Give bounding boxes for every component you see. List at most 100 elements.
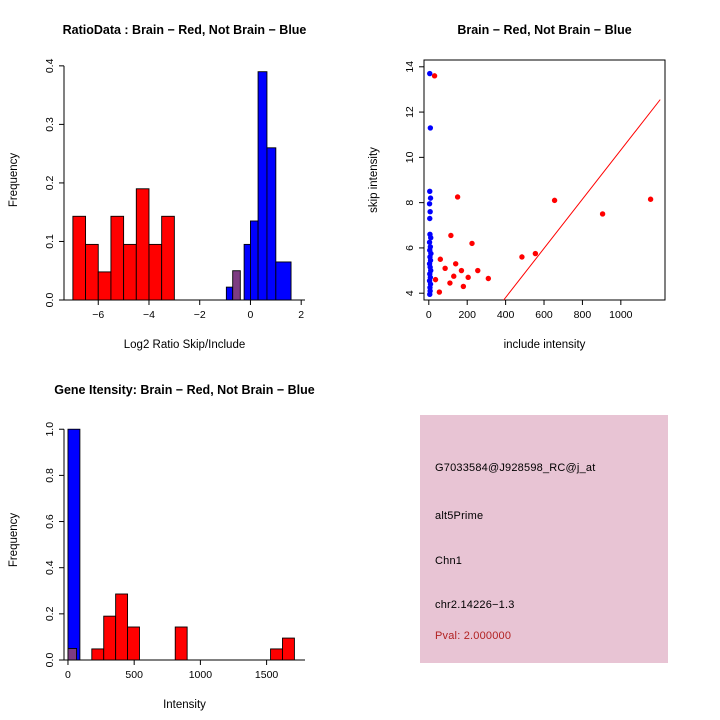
info-box: G7033584@J928598_RC@j_at alt5Prime Chn1 … [420, 415, 668, 663]
y-tick-label: 0.3 [44, 117, 56, 132]
x-tick-label: 0 [65, 669, 71, 681]
plot-border [423, 59, 666, 301]
scatter-point-red [465, 274, 471, 281]
histogram-bar-red [135, 188, 150, 301]
histogram-bar-red [103, 615, 117, 661]
x-tick-label: 1500 [255, 669, 279, 681]
scatter-point-red [551, 197, 558, 204]
x-tick-label: 1000 [189, 669, 213, 681]
histogram-bar-red [174, 626, 188, 661]
y-tick-label: 0.2 [44, 175, 56, 190]
scatter-point-red [452, 261, 459, 267]
histogram-bar-red [161, 215, 175, 301]
scatter-point-blue [427, 291, 433, 298]
x-tick-label: 500 [125, 669, 143, 681]
x-tick-label: 1000 [609, 309, 633, 321]
regression-line [503, 99, 661, 301]
scatter-point-blue [427, 215, 433, 222]
probe-id-text: G7033584@J928598_RC@j_at [435, 462, 596, 474]
x-tick-label: −6 [92, 309, 104, 321]
histogram-bar-red [115, 593, 129, 661]
panel-ratio-histogram: RatioData : Brain − Red, Not Brain − Blu… [0, 0, 360, 360]
scatter-point-red [432, 276, 439, 283]
histogram-bar-red [282, 637, 295, 661]
scatter-point-red [460, 283, 467, 290]
x-tick-label: 0 [426, 309, 432, 321]
y-tick-label: 0.4 [44, 560, 56, 575]
x-axis-label: Log2 Ratio Skip/Include [124, 339, 245, 351]
histogram-bar-blue [275, 261, 292, 301]
chart-title: Gene Itensity: Brain − Red, Not Brain − … [54, 383, 315, 397]
pval-text: Pval: 2.000000 [435, 630, 512, 642]
y-tick-label: 12 [404, 106, 416, 118]
histogram-bar-purple [67, 648, 78, 661]
histogram-bar-blue [243, 243, 251, 301]
y-axis-label: Frequency [8, 513, 20, 568]
scatter-point-red [447, 280, 453, 286]
x-tick-label: 2 [298, 309, 304, 321]
x-tick-label: 800 [574, 309, 592, 321]
scatter-point-red [437, 256, 444, 262]
scatter-point-red [599, 211, 606, 217]
x-axis-label: include intensity [504, 339, 586, 351]
scatter-point-blue [427, 208, 433, 215]
scatter-point-red [519, 254, 525, 260]
histogram-bar-purple [232, 270, 241, 301]
panel-info: G7033584@J928598_RC@j_at alt5Prime Chn1 … [360, 360, 720, 720]
y-tick-label: 4 [404, 290, 416, 296]
location-text: chr2.14226−1.3 [435, 599, 515, 611]
histogram-bar-red [148, 243, 163, 301]
histogram-bar-red [127, 626, 140, 661]
y-tick-label: 10 [404, 151, 416, 163]
y-axis-label: Frequency [8, 153, 20, 208]
y-tick-label: 1.0 [44, 422, 56, 437]
gene-name-text: Chn1 [435, 555, 463, 567]
histogram-bar-blue [266, 147, 277, 301]
gene-intensity-histogram-chart: Gene Itensity: Brain − Red, Not Brain − … [8, 383, 315, 711]
y-tick-label: 14 [404, 61, 416, 73]
scatter-point-red [485, 275, 492, 282]
scatter-point-red [431, 73, 438, 79]
panel-intensity-scatter: Brain − Red, Not Brain − Blue 0 200 400 600 8… [360, 0, 720, 360]
scatter-point-red [458, 267, 465, 274]
histogram-bar-red [110, 215, 125, 301]
scatter-point-red [436, 289, 443, 295]
histogram-bar-blue [225, 286, 234, 301]
x-tick-label: 600 [535, 309, 553, 321]
y-tick-label: 0.1 [44, 234, 56, 249]
histogram-bar-red [270, 648, 283, 661]
x-tick-label: 400 [497, 309, 515, 321]
chart-title: RatioData : Brain − Red, Not Brain − Blu… [63, 23, 307, 37]
scatter-point-blue [427, 125, 434, 131]
x-tick-label: 200 [458, 309, 476, 321]
panel-gene-intensity-histogram: Gene Itensity: Brain − Red, Not Brain − … [0, 360, 360, 720]
y-tick-label: 0.0 [44, 293, 56, 308]
x-tick-label: −2 [194, 309, 206, 321]
scatter-point-red [454, 194, 461, 200]
scatter-point-blue [427, 188, 433, 195]
scatter-point-red [448, 232, 454, 239]
y-tick-label: 0.2 [44, 606, 56, 621]
histogram-bar-red [85, 243, 99, 301]
histogram-bar-red [91, 648, 105, 661]
scatter-point-blue [426, 239, 433, 245]
y-tick-label: 0.6 [44, 514, 56, 529]
ratio-histogram-chart: RatioData : Brain − Red, Not Brain − Blu… [8, 23, 307, 351]
scatter-point-blue [427, 70, 433, 77]
y-tick-label: 8 [404, 200, 416, 206]
y-tick-label: 6 [404, 245, 416, 251]
scatter-point-red [475, 267, 481, 274]
histogram-bar-red [123, 243, 137, 301]
intensity-scatter-chart: Brain − Red, Not Brain − Blue 0 200 400 600 8… [368, 23, 666, 351]
histogram-bar-blue [250, 220, 259, 301]
scatter-point-red [532, 250, 539, 257]
scatter-point-red [469, 240, 475, 247]
chart-title: Brain − Red, Not Brain − Blue [457, 23, 631, 37]
scatter-point-red [442, 265, 448, 272]
y-tick-label: 0.8 [44, 468, 56, 483]
x-axis-label: Intensity [163, 699, 206, 711]
y-tick-label: 0.0 [44, 653, 56, 668]
y-axis-label: skip intensity [368, 147, 380, 213]
scatter-point-blue [428, 235, 434, 241]
